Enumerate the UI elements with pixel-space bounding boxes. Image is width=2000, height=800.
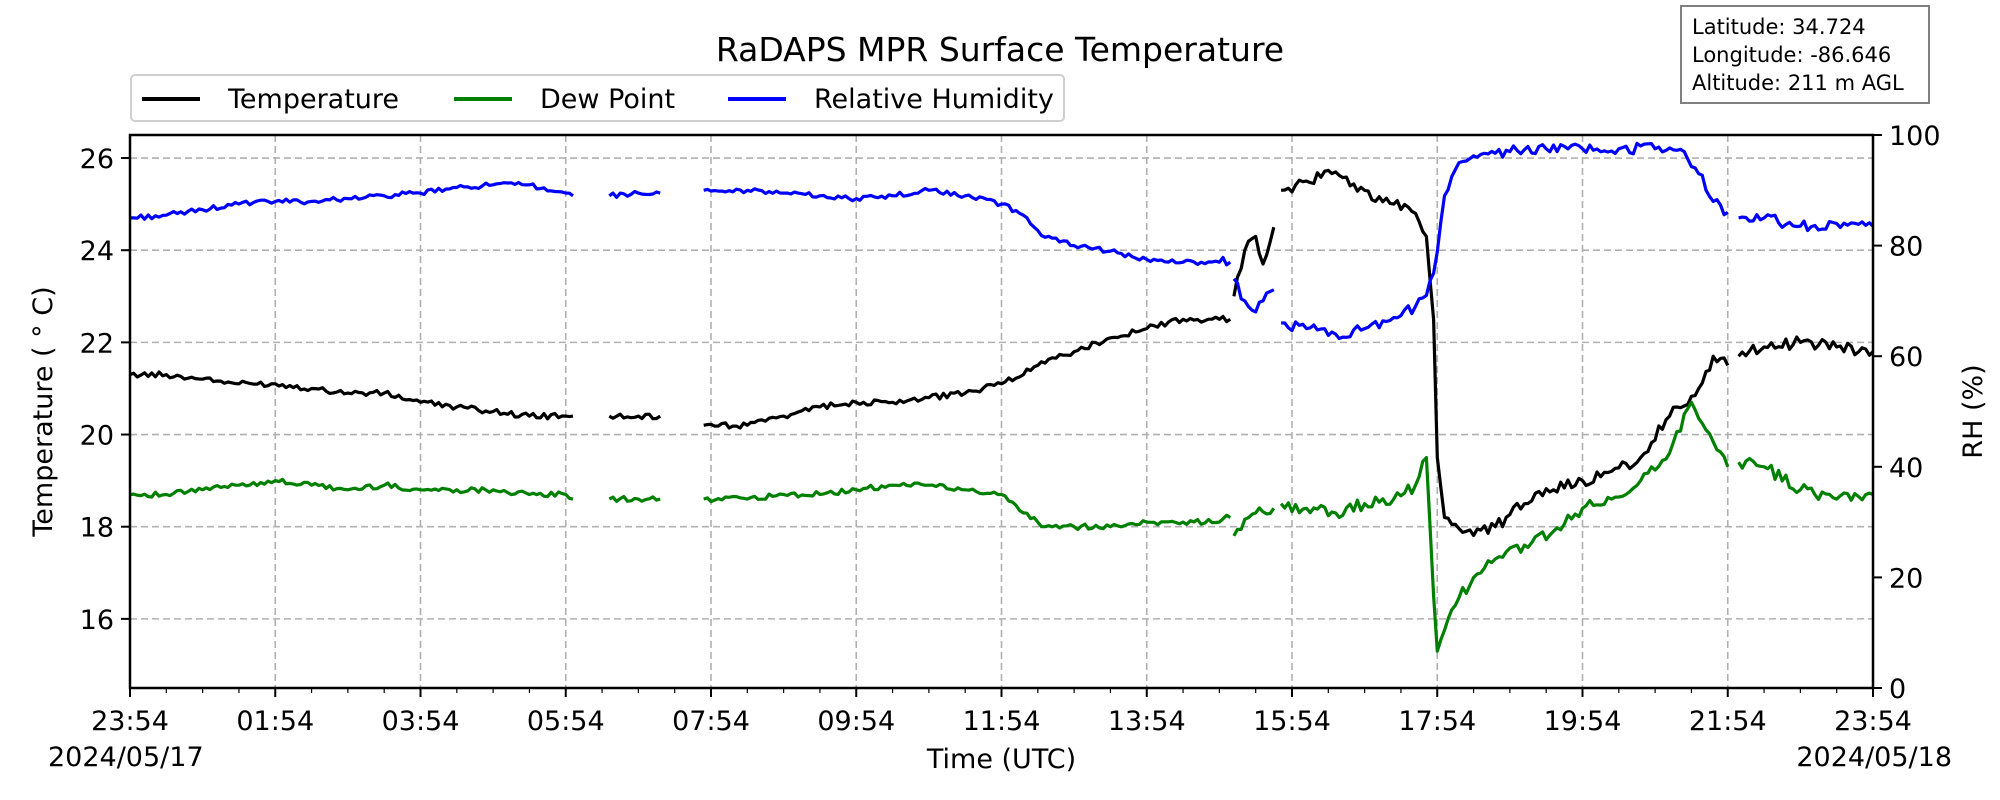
series-line-dew-point bbox=[129, 477, 574, 501]
x-tick-label: 07:54 bbox=[672, 706, 750, 737]
x-tick-label: 19:54 bbox=[1544, 706, 1622, 737]
axis-layer: 23:54 01:54 03:54 05:54 07:54 09:54 11:54 13:54… bbox=[80, 121, 1941, 737]
y-left-tick-label: 18 bbox=[80, 513, 114, 544]
altitude-text: Altitude: 211 m AGL bbox=[1692, 71, 1904, 95]
series-line-relative-humidity bbox=[1738, 213, 1875, 233]
y-right-tick-label: 0 bbox=[1889, 674, 1906, 705]
y-right-tick-label: 40 bbox=[1889, 453, 1923, 484]
series-line-temperature bbox=[1737, 335, 1875, 358]
grid-layer bbox=[130, 135, 1873, 688]
series-line-relative-humidity bbox=[1281, 141, 1729, 341]
longitude-text: Longitude: -86.646 bbox=[1692, 43, 1892, 67]
y-left-tick-label: 16 bbox=[80, 605, 114, 636]
x-axis-label: Time (UTC) bbox=[926, 744, 1076, 775]
x-tick-label: 05:54 bbox=[527, 706, 605, 737]
y-right-tick-label: 60 bbox=[1889, 342, 1923, 373]
x-tick-label: 01:54 bbox=[236, 706, 314, 737]
y-axis-right-label: RH (%) bbox=[1958, 364, 1989, 458]
legend-item-relative-humidity: Relative Humidity bbox=[728, 82, 1054, 116]
series-line-temperature bbox=[608, 412, 662, 421]
series-line-dew-point bbox=[1279, 400, 1730, 653]
y-right-tick-label: 20 bbox=[1889, 563, 1923, 594]
legend-label-dew-point: Dew Point bbox=[540, 83, 676, 115]
series-line-relative-humidity bbox=[130, 180, 574, 221]
y-left-tick-label: 26 bbox=[80, 144, 114, 175]
series-line-temperature bbox=[129, 370, 574, 421]
x-tick-label: 21:54 bbox=[1689, 706, 1767, 737]
latitude-text: Latitude: 34.724 bbox=[1692, 15, 1866, 39]
x-tick-label: 13:54 bbox=[1108, 706, 1186, 737]
series-line-dew-point bbox=[1737, 456, 1874, 502]
y-right-tick-label: 100 bbox=[1889, 121, 1941, 152]
x-tick-label: 09:54 bbox=[817, 706, 895, 737]
x-tick-label: 15:54 bbox=[1253, 706, 1331, 737]
legend-swatch-temperature bbox=[142, 97, 200, 101]
legend-swatch-relative-humidity bbox=[728, 97, 786, 101]
y-left-tick-label: 22 bbox=[80, 328, 114, 359]
series-layer bbox=[129, 141, 1875, 653]
date-end: 2024/05/18 bbox=[1796, 742, 1952, 773]
legend: Temperature Dew Point Relative Humidity bbox=[130, 74, 1065, 122]
legend-swatch-dew-point bbox=[454, 97, 512, 101]
series-line-relative-humidity bbox=[608, 189, 661, 199]
x-tick-label: 03:54 bbox=[382, 706, 460, 737]
y-left-tick-label: 20 bbox=[80, 421, 114, 452]
series-line-relative-humidity bbox=[703, 186, 1232, 267]
legend-label-relative-humidity: Relative Humidity bbox=[814, 83, 1054, 115]
x-tick-label: 23:54 bbox=[91, 706, 169, 737]
legend-item-dew-point: Dew Point bbox=[454, 82, 675, 116]
legend-label-temperature: Temperature bbox=[228, 83, 400, 115]
x-tick-label: 17:54 bbox=[1398, 706, 1476, 737]
x-tick-label: 23:54 bbox=[1834, 706, 1912, 737]
legend-item-temperature: Temperature bbox=[142, 82, 399, 116]
date-start: 2024/05/17 bbox=[48, 742, 204, 773]
location-info-box: Latitude: 34.724 Longitude: -86.646 Alti… bbox=[1680, 5, 1930, 104]
series-line-temperature bbox=[1232, 226, 1276, 297]
series-line-dew-point bbox=[608, 494, 661, 503]
y-axis-left-label: Temperature ( ° C) bbox=[28, 286, 59, 537]
y-left-tick-label: 24 bbox=[80, 236, 114, 267]
series-line-dew-point bbox=[1232, 506, 1276, 537]
series-line-temperature bbox=[703, 314, 1232, 430]
chart-title: RaDAPS MPR Surface Temperature bbox=[715, 30, 1285, 69]
series-line-temperature bbox=[1280, 168, 1730, 538]
y-right-tick-label: 80 bbox=[1889, 232, 1923, 263]
series-line-relative-humidity bbox=[1232, 277, 1275, 314]
x-tick-label: 11:54 bbox=[963, 706, 1041, 737]
series-line-dew-point bbox=[703, 481, 1232, 532]
